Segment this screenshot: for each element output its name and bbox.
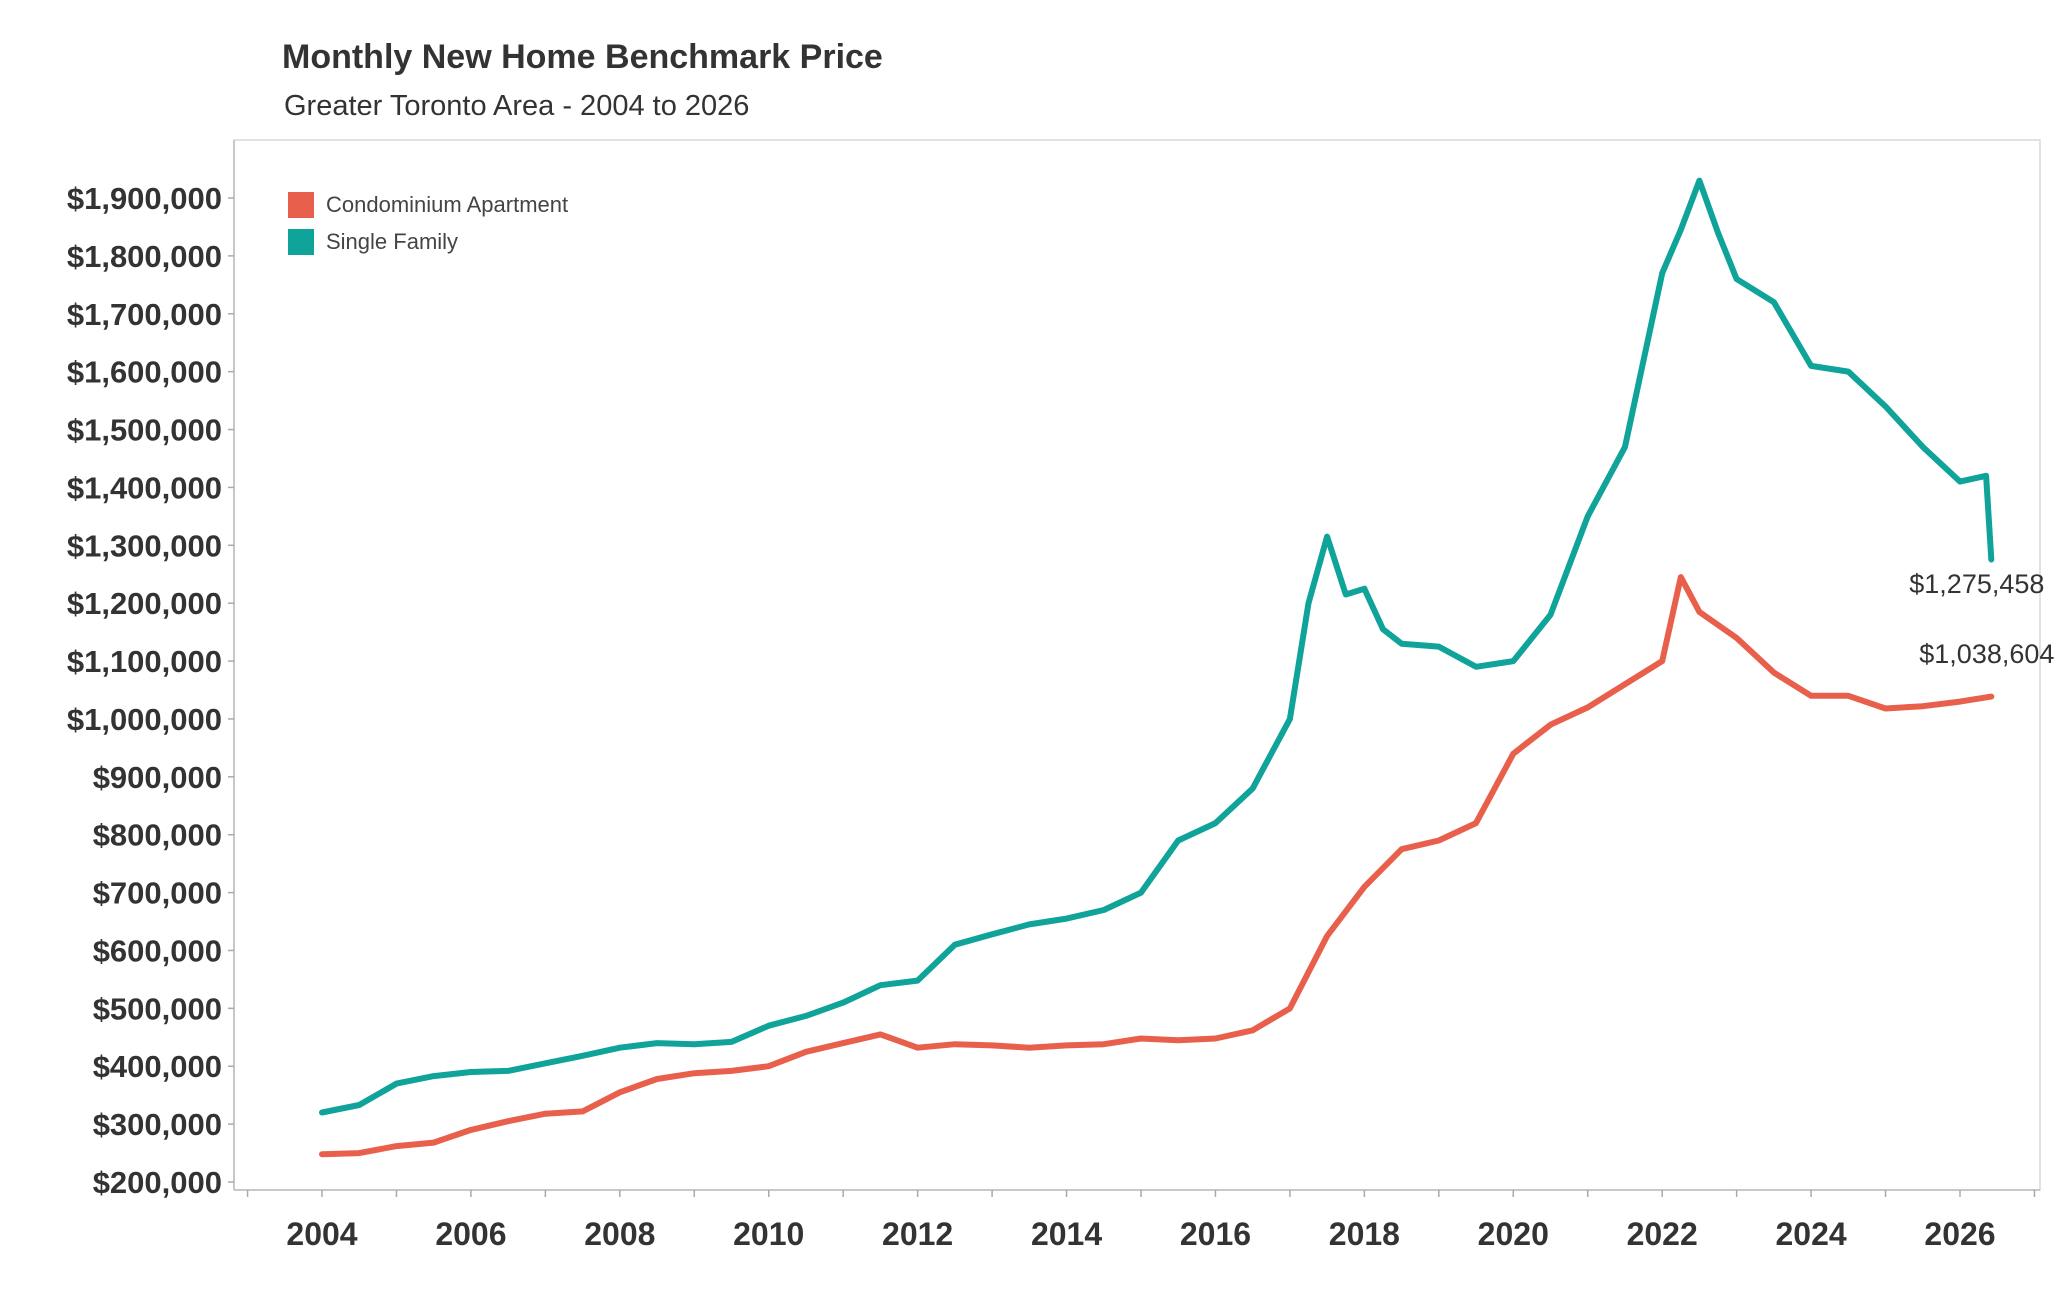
series-lines [319,177,1995,1158]
end-label-single-family: $1,275,458 [1909,569,2045,600]
y-tick-label: $700,000 [93,876,222,911]
legend-label-single-family: Single Family [326,228,459,254]
y-tick-label: $1,000,000 [67,702,222,737]
y-tick-label: $1,400,000 [67,470,222,505]
series-line-single-family [319,177,1995,1116]
y-tick-label: $200,000 [93,1165,222,1200]
legend-item-condo: Condominium Apartment [288,186,568,223]
x-tick-label: 2004 [286,1216,357,1252]
chart-legend: Condominium Apartment Single Family [288,186,568,260]
end-label-condo: $1,038,604 [1919,638,2055,669]
y-tick-label: $1,800,000 [67,239,222,274]
chart-title: Monthly New Home Benchmark Price [282,38,883,76]
x-axis: 2004 2006 2008 2010 2012 2014 2016 2018 2020 2022… [246,1190,2036,1252]
x-tick-label: 2016 [1180,1216,1251,1252]
x-tick-label: 2022 [1627,1216,1698,1252]
y-tick-label: $1,300,000 [67,528,222,563]
y-tick-label: $1,600,000 [67,355,222,390]
y-tick-label: $1,900,000 [67,181,222,216]
chart-subtitle: Greater Toronto Area - 2004 to 2026 [284,90,750,122]
x-tick-label: 2014 [1031,1216,1102,1252]
x-tick-label: 2012 [882,1216,953,1252]
y-tick-label: $1,100,000 [67,644,222,679]
legend-swatch-single-family [288,228,314,255]
y-axis: $200,000 $300,000 $400,000 $500,000 $600,000… [67,181,234,1200]
x-tick-label: 2026 [1924,1216,1995,1252]
y-tick-label: $900,000 [93,760,222,795]
x-tick-label: 2018 [1329,1216,1400,1252]
legend-swatch-condo [288,191,314,218]
y-tick-label: $600,000 [93,933,222,968]
legend-item-single-family: Single Family [288,223,568,260]
y-tick-label: $1,700,000 [67,297,222,332]
series-line-condo [319,574,1995,1158]
x-tick-label: 2006 [435,1216,506,1252]
y-tick-label: $1,200,000 [67,586,222,621]
x-tick-label: 2010 [733,1216,804,1252]
y-tick-label: $300,000 [93,1107,222,1142]
x-tick-label: 2020 [1478,1216,1549,1252]
x-tick-label: 2024 [1775,1216,1846,1252]
x-tick-label: 2008 [584,1216,655,1252]
legend-label-condo: Condominium Apartment [326,191,569,217]
y-tick-label: $1,500,000 [67,413,222,448]
y-tick-label: $400,000 [93,1049,222,1084]
y-tick-label: $500,000 [93,991,222,1026]
y-tick-label: $800,000 [93,818,222,853]
